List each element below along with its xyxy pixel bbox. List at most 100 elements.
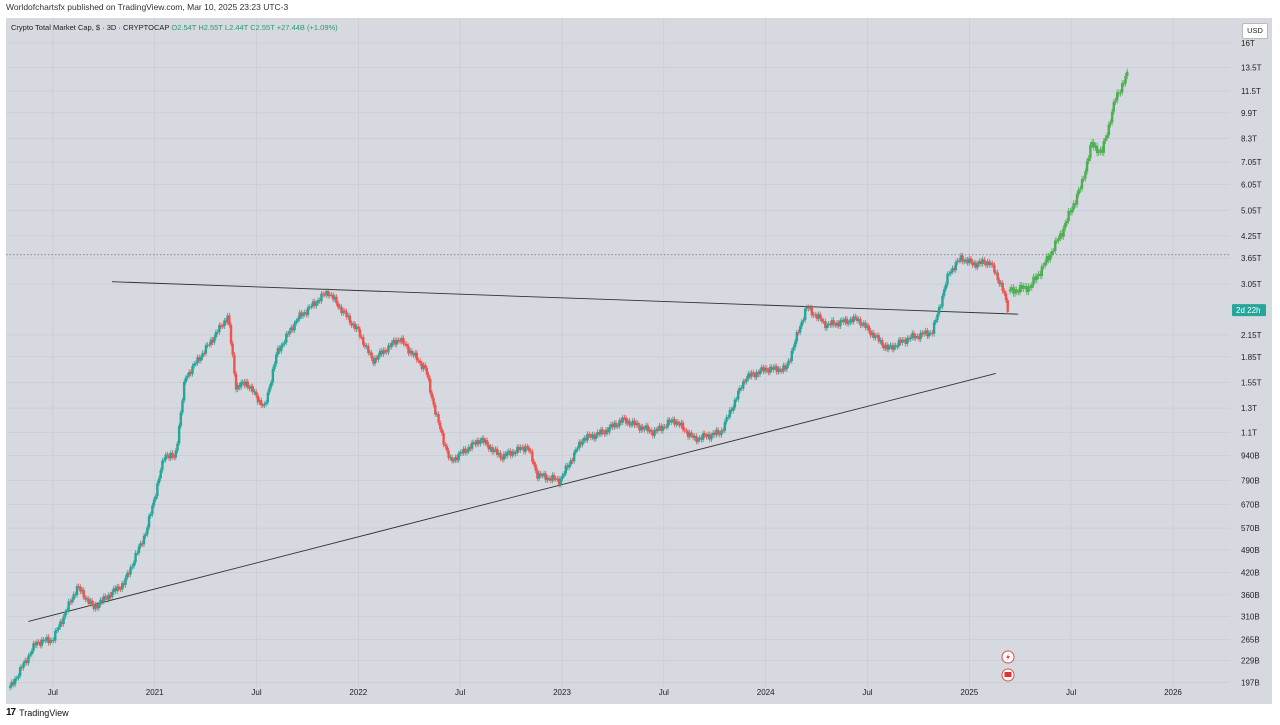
candle-body — [55, 629, 59, 631]
candle-body — [557, 478, 561, 485]
candle-body — [899, 339, 902, 343]
candle-body — [663, 426, 666, 428]
candle-body — [383, 349, 387, 352]
candle-body — [745, 378, 748, 382]
candle-body — [947, 273, 951, 275]
candle-body — [151, 505, 154, 515]
candle-body — [152, 499, 156, 506]
candle-body — [249, 386, 253, 389]
candle-body — [484, 440, 487, 443]
currency-button[interactable]: USD — [1242, 23, 1268, 39]
candle-body — [224, 320, 228, 323]
candle-body — [814, 314, 817, 316]
candle-body — [417, 360, 420, 362]
y-tick-label: 360B — [1241, 591, 1260, 600]
candle-body — [770, 366, 773, 370]
candle-body — [819, 314, 822, 319]
candle-body — [263, 403, 266, 406]
price-chart[interactable]: 16T 13.5T 11.5T 9.9T 8.3T 7.05T 6.05T 5.05T 4.25… — [6, 18, 1272, 704]
candle-body — [798, 326, 802, 333]
candle-body — [306, 307, 310, 315]
candle-body — [827, 323, 830, 326]
candle-body — [427, 374, 430, 379]
candle-body — [728, 409, 732, 417]
candle-body — [243, 381, 246, 386]
candle-body — [681, 422, 685, 430]
chart-panel[interactable]: 16T 13.5T 11.5T 9.9T 8.3T 7.05T 6.05T 5.05T 4.25… — [6, 18, 1272, 704]
candle-body — [999, 282, 1003, 285]
candle-body — [172, 456, 176, 458]
candle-body — [939, 306, 942, 308]
candle-body — [800, 321, 804, 327]
candle-body — [87, 598, 90, 604]
candle-body — [105, 597, 109, 600]
candle-body — [767, 370, 770, 373]
y-tick-label: 1.55T — [1241, 379, 1262, 388]
projection-candle-body — [1085, 161, 1089, 172]
candle-body — [79, 586, 82, 592]
candle-body — [283, 342, 286, 345]
candle-body — [676, 421, 680, 424]
candle-body — [782, 365, 785, 372]
candle-body — [840, 319, 844, 321]
candle-body — [539, 473, 542, 476]
candle-body — [581, 440, 584, 445]
candle-body — [136, 552, 139, 554]
candle-body — [670, 420, 673, 423]
candle-body — [952, 268, 956, 271]
brand-name: TradingView — [19, 707, 69, 718]
candle-body — [479, 440, 482, 444]
y-tick-label: 2.15T — [1241, 331, 1262, 340]
x-tick-label: Jul — [659, 688, 669, 697]
candle-body — [52, 640, 55, 642]
x-axis[interactable]: Jul 2021 Jul 2022 Jul 2023 Jul 2024 Jul 2025 Jul 20… — [48, 688, 1183, 697]
candle-body — [700, 437, 703, 440]
candle-body — [546, 477, 549, 481]
candle-body — [832, 320, 835, 325]
candle-body — [738, 387, 742, 391]
candle-body — [405, 343, 408, 347]
candle-body — [310, 306, 313, 308]
candle-body — [270, 382, 273, 387]
candle-body — [688, 432, 691, 438]
candle-body — [608, 427, 611, 433]
candle-body — [768, 366, 772, 373]
projection-candle-body — [1012, 287, 1015, 294]
candle-body — [941, 295, 944, 307]
candle-body — [193, 363, 196, 366]
candle-body — [601, 429, 604, 433]
projection-candle-body — [1023, 286, 1027, 288]
x-tick-label: 2025 — [960, 688, 978, 697]
candle-body — [403, 343, 407, 345]
candle-body — [75, 586, 79, 596]
candle-body — [864, 322, 867, 328]
candle-body — [85, 598, 89, 600]
candle-body — [345, 311, 348, 318]
candle-body — [867, 325, 870, 331]
candle-body — [894, 345, 897, 348]
candle-body — [959, 255, 963, 261]
candle-body — [567, 464, 571, 468]
candle-body — [901, 339, 904, 343]
candle-body — [318, 300, 321, 302]
candle-body — [606, 429, 609, 433]
candle-body — [449, 457, 452, 459]
projection-candle-body — [1124, 75, 1127, 84]
candle-body — [412, 353, 415, 356]
candle-body — [993, 264, 996, 273]
candle-body — [783, 365, 787, 370]
candle-body — [778, 368, 782, 371]
candle-body — [256, 395, 260, 403]
event-markers[interactable] — [1001, 650, 1015, 682]
candle-body — [551, 474, 554, 481]
x-tick-label: Jul — [1066, 688, 1076, 697]
candle-body — [509, 450, 512, 456]
ohlc-change: +27.44B (+1.09%) — [276, 23, 338, 32]
y-axis[interactable]: 16T 13.5T 11.5T 9.9T 8.3T 7.05T 6.05T 5.05T 4.25… — [1232, 39, 1266, 688]
candle-body — [713, 432, 716, 435]
candle-body — [244, 381, 248, 386]
projection-candle-body — [1045, 255, 1049, 263]
candle-body — [258, 400, 261, 403]
candle-body — [623, 417, 626, 419]
candle-body — [613, 422, 616, 428]
